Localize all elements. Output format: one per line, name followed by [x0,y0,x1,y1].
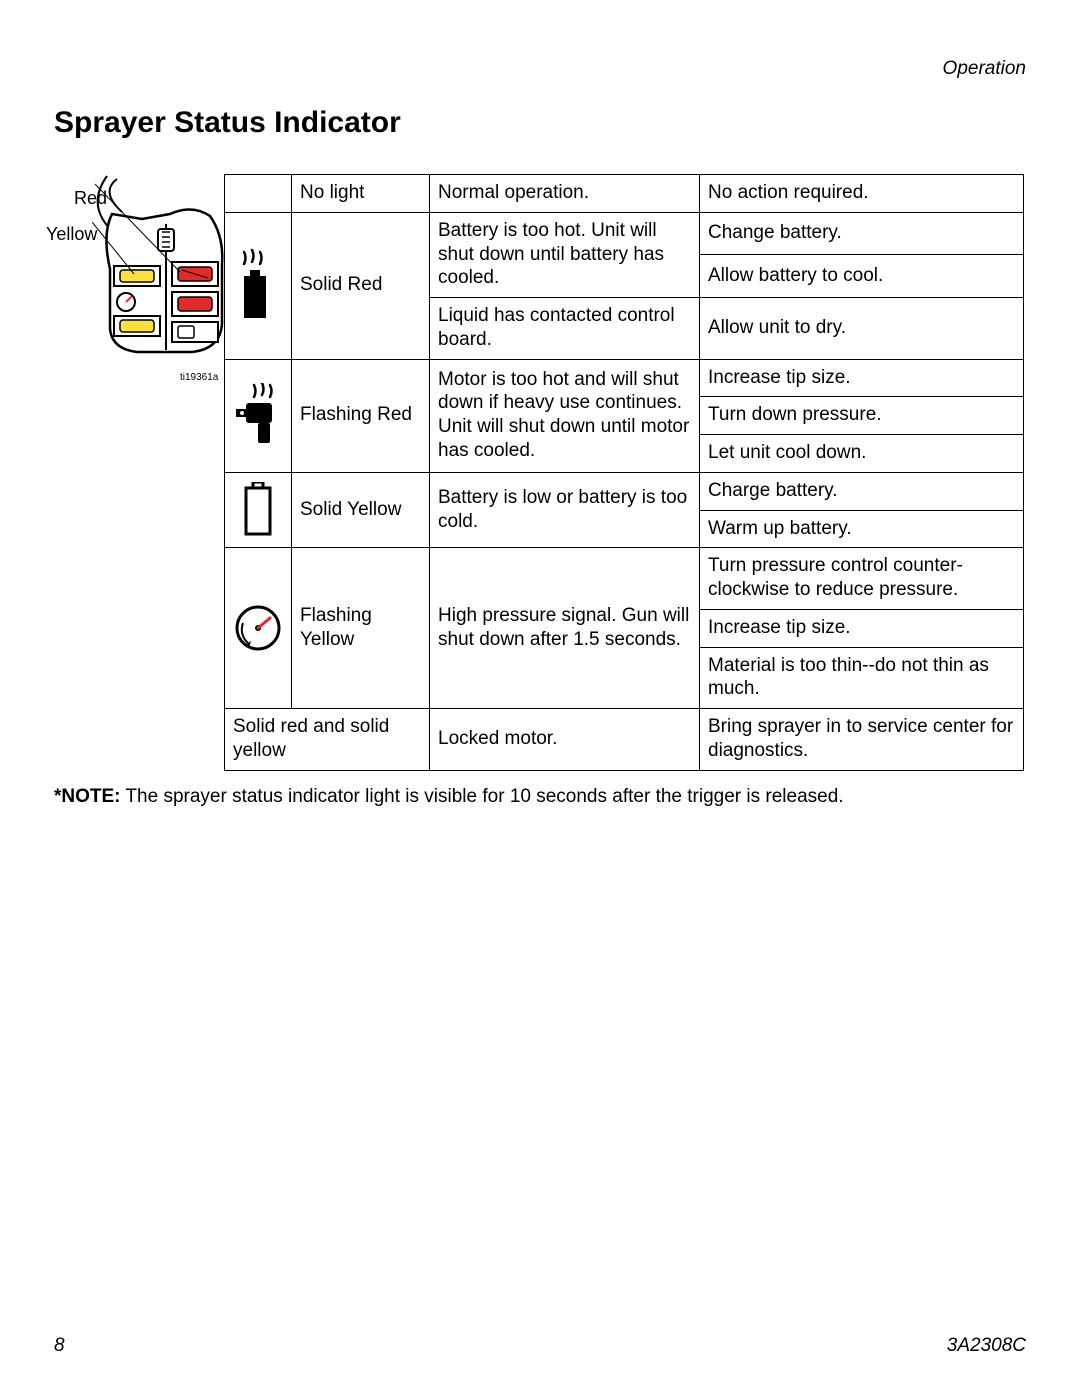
cell-issue: Battery is low or battery is too cold. [430,472,700,548]
page-title: Sprayer Status Indicator [54,106,1026,140]
cell-action: Warm up battery. [700,510,1024,548]
cell-action: No action required. [700,175,1024,213]
footer: 8 3A2308C [54,1335,1026,1357]
pressure-gauge-icon [233,603,283,653]
page: Operation Sprayer Status Indicator Red Y… [0,0,1080,1397]
table-row: No light Normal operation. No action req… [225,175,1024,213]
cell-action: Change battery. [700,212,1024,255]
table-row: Solid red and solid yellow Locked motor.… [225,709,1024,771]
table-row: Solid Red Battery is too hot. Unit will … [225,212,1024,255]
battery-hot-icon [233,248,283,322]
table-row: Solid Yellow Battery is low or battery i… [225,472,1024,510]
cell-action: Let unit cool down. [700,435,1024,473]
cell-light: Solid Red [292,212,430,359]
cell-light: Solid red and solid yellow [225,709,430,771]
sprayer-illustration [92,174,232,394]
cell-action: Turn pressure control counter-clockwise … [700,548,1024,610]
note-text: The sprayer status indicator light is vi… [121,786,844,807]
label-yellow: Yellow [46,224,97,245]
cell-action: Turn down pressure. [700,397,1024,435]
cell-icon [225,548,292,709]
section-header: Operation [54,58,1026,80]
note: *NOTE: The sprayer status indicator ligh… [54,785,1026,810]
cell-light: No light [292,175,430,213]
cell-issue: High pressure signal. Gun will shut down… [430,548,700,709]
content-row: Red Yellow [54,174,1026,771]
cell-light: Solid Yellow [292,472,430,548]
cell-icon [225,212,292,359]
cell-issue: Normal operation. [430,175,700,213]
cell-action: Charge battery. [700,472,1024,510]
cell-action: Allow unit to dry. [700,298,1024,360]
cell-action: Material is too thin--do not thin as muc… [700,647,1024,709]
table-row: Flashing Red Motor is too hot and will s… [225,359,1024,397]
note-label: *NOTE: [54,786,121,807]
cell-light: Flashing Red [292,359,430,472]
page-number: 8 [54,1335,65,1357]
table-row: Flashing Yellow High pressure signal. Gu… [225,548,1024,610]
cell-action: Increase tip size. [700,609,1024,647]
cell-issue: Liquid has contacted control board. [430,298,700,360]
battery-low-icon [233,482,283,538]
cell-issue: Locked motor. [430,709,700,771]
illustration-code: ti19361a [180,372,218,383]
cell-icon [225,359,292,472]
cell-icon [225,175,292,213]
cell-icon [225,472,292,548]
status-table: No light Normal operation. No action req… [224,174,1024,771]
cell-action: Allow battery to cool. [700,255,1024,298]
cell-issue: Motor is too hot and will shut down if h… [430,359,700,472]
doc-code: 3A2308C [947,1335,1026,1357]
cell-light: Flashing Yellow [292,548,430,709]
cell-action: Bring sprayer in to service center for d… [700,709,1024,771]
motor-hot-icon [233,383,283,447]
cell-action: Increase tip size. [700,359,1024,397]
cell-issue: Battery is too hot. Unit will shut down … [430,212,700,297]
